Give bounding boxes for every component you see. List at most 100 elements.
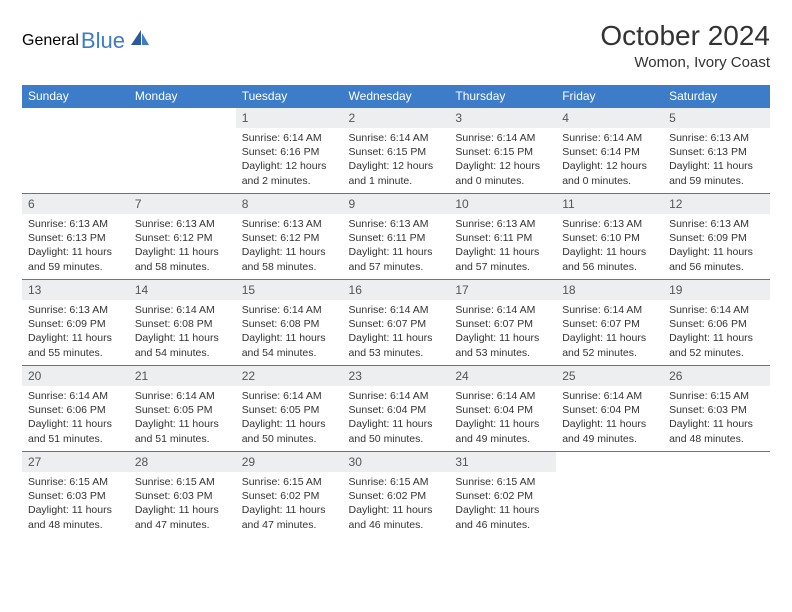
day-details: Sunrise: 6:14 AMSunset: 6:04 PMDaylight:… bbox=[343, 386, 450, 450]
calendar-body: 1Sunrise: 6:14 AMSunset: 6:16 PMDaylight… bbox=[22, 108, 770, 538]
day-details: Sunrise: 6:15 AMSunset: 6:03 PMDaylight:… bbox=[22, 472, 129, 536]
day-details: Sunrise: 6:13 AMSunset: 6:12 PMDaylight:… bbox=[129, 214, 236, 278]
calendar-day-cell: 5Sunrise: 6:13 AMSunset: 6:13 PMDaylight… bbox=[663, 108, 770, 194]
day-details: Sunrise: 6:14 AMSunset: 6:06 PMDaylight:… bbox=[663, 300, 770, 364]
calendar-row: 27Sunrise: 6:15 AMSunset: 6:03 PMDayligh… bbox=[22, 452, 770, 538]
day-details: Sunrise: 6:14 AMSunset: 6:07 PMDaylight:… bbox=[556, 300, 663, 364]
weekday-header: Monday bbox=[129, 85, 236, 108]
calendar-day-cell: 20Sunrise: 6:14 AMSunset: 6:06 PMDayligh… bbox=[22, 366, 129, 452]
day-details: Sunrise: 6:14 AMSunset: 6:04 PMDaylight:… bbox=[556, 386, 663, 450]
day-details: Sunrise: 6:13 AMSunset: 6:13 PMDaylight:… bbox=[663, 128, 770, 192]
day-details: Sunrise: 6:15 AMSunset: 6:02 PMDaylight:… bbox=[343, 472, 450, 536]
day-details: Sunrise: 6:15 AMSunset: 6:02 PMDaylight:… bbox=[449, 472, 556, 536]
page-header: GeneralBlue October 2024 Womon, Ivory Co… bbox=[22, 20, 770, 71]
calendar-day-cell: 26Sunrise: 6:15 AMSunset: 6:03 PMDayligh… bbox=[663, 366, 770, 452]
day-number: 31 bbox=[449, 452, 556, 472]
day-number: 6 bbox=[22, 194, 129, 214]
day-number: 26 bbox=[663, 366, 770, 386]
day-details: Sunrise: 6:14 AMSunset: 6:08 PMDaylight:… bbox=[236, 300, 343, 364]
calendar-day-cell: 25Sunrise: 6:14 AMSunset: 6:04 PMDayligh… bbox=[556, 366, 663, 452]
calendar-day-cell: 21Sunrise: 6:14 AMSunset: 6:05 PMDayligh… bbox=[129, 366, 236, 452]
sail-icon bbox=[129, 29, 151, 54]
day-number: 2 bbox=[343, 108, 450, 128]
day-details: Sunrise: 6:15 AMSunset: 6:03 PMDaylight:… bbox=[663, 386, 770, 450]
calendar-day-cell: 10Sunrise: 6:13 AMSunset: 6:11 PMDayligh… bbox=[449, 194, 556, 280]
title-block: October 2024 Womon, Ivory Coast bbox=[600, 20, 770, 71]
day-details: Sunrise: 6:14 AMSunset: 6:04 PMDaylight:… bbox=[449, 386, 556, 450]
day-number: 4 bbox=[556, 108, 663, 128]
day-details: Sunrise: 6:13 AMSunset: 6:11 PMDaylight:… bbox=[449, 214, 556, 278]
calendar-day-cell: 24Sunrise: 6:14 AMSunset: 6:04 PMDayligh… bbox=[449, 366, 556, 452]
calendar-day-cell: 23Sunrise: 6:14 AMSunset: 6:04 PMDayligh… bbox=[343, 366, 450, 452]
day-details: Sunrise: 6:14 AMSunset: 6:14 PMDaylight:… bbox=[556, 128, 663, 192]
weekday-header: Sunday bbox=[22, 85, 129, 108]
day-details: Sunrise: 6:15 AMSunset: 6:02 PMDaylight:… bbox=[236, 472, 343, 536]
calendar-day-cell: 11Sunrise: 6:13 AMSunset: 6:10 PMDayligh… bbox=[556, 194, 663, 280]
location-label: Womon, Ivory Coast bbox=[600, 54, 770, 71]
day-number: 30 bbox=[343, 452, 450, 472]
day-number: 12 bbox=[663, 194, 770, 214]
day-number: 20 bbox=[22, 366, 129, 386]
day-details: Sunrise: 6:13 AMSunset: 6:09 PMDaylight:… bbox=[663, 214, 770, 278]
weekday-header: Tuesday bbox=[236, 85, 343, 108]
calendar-table: SundayMondayTuesdayWednesdayThursdayFrid… bbox=[22, 85, 770, 538]
day-number: 5 bbox=[663, 108, 770, 128]
calendar-day-cell: 30Sunrise: 6:15 AMSunset: 6:02 PMDayligh… bbox=[343, 452, 450, 538]
calendar-row: 13Sunrise: 6:13 AMSunset: 6:09 PMDayligh… bbox=[22, 280, 770, 366]
calendar-row: 6Sunrise: 6:13 AMSunset: 6:13 PMDaylight… bbox=[22, 194, 770, 280]
calendar-day-cell: 17Sunrise: 6:14 AMSunset: 6:07 PMDayligh… bbox=[449, 280, 556, 366]
logo-text-blue: Blue bbox=[81, 28, 125, 54]
day-details: Sunrise: 6:14 AMSunset: 6:08 PMDaylight:… bbox=[129, 300, 236, 364]
calendar-day-cell: 22Sunrise: 6:14 AMSunset: 6:05 PMDayligh… bbox=[236, 366, 343, 452]
day-number: 15 bbox=[236, 280, 343, 300]
calendar-day-cell: 7Sunrise: 6:13 AMSunset: 6:12 PMDaylight… bbox=[129, 194, 236, 280]
day-details: Sunrise: 6:14 AMSunset: 6:16 PMDaylight:… bbox=[236, 128, 343, 192]
calendar-day-cell: 16Sunrise: 6:14 AMSunset: 6:07 PMDayligh… bbox=[343, 280, 450, 366]
calendar-day-cell: 29Sunrise: 6:15 AMSunset: 6:02 PMDayligh… bbox=[236, 452, 343, 538]
day-details: Sunrise: 6:15 AMSunset: 6:03 PMDaylight:… bbox=[129, 472, 236, 536]
logo-text-general: General bbox=[22, 32, 79, 50]
day-number: 23 bbox=[343, 366, 450, 386]
calendar-day-cell: 4Sunrise: 6:14 AMSunset: 6:14 PMDaylight… bbox=[556, 108, 663, 194]
month-title: October 2024 bbox=[600, 20, 770, 52]
calendar-day-cell: 2Sunrise: 6:14 AMSunset: 6:15 PMDaylight… bbox=[343, 108, 450, 194]
day-details: Sunrise: 6:14 AMSunset: 6:07 PMDaylight:… bbox=[449, 300, 556, 364]
day-details: Sunrise: 6:13 AMSunset: 6:09 PMDaylight:… bbox=[22, 300, 129, 364]
calendar-empty-cell bbox=[129, 108, 236, 194]
day-number: 3 bbox=[449, 108, 556, 128]
day-details: Sunrise: 6:13 AMSunset: 6:13 PMDaylight:… bbox=[22, 214, 129, 278]
day-number: 29 bbox=[236, 452, 343, 472]
day-number: 1 bbox=[236, 108, 343, 128]
calendar-header-row: SundayMondayTuesdayWednesdayThursdayFrid… bbox=[22, 85, 770, 108]
day-details: Sunrise: 6:14 AMSunset: 6:06 PMDaylight:… bbox=[22, 386, 129, 450]
day-details: Sunrise: 6:14 AMSunset: 6:15 PMDaylight:… bbox=[449, 128, 556, 192]
weekday-header: Friday bbox=[556, 85, 663, 108]
calendar-empty-cell bbox=[22, 108, 129, 194]
calendar-day-cell: 14Sunrise: 6:14 AMSunset: 6:08 PMDayligh… bbox=[129, 280, 236, 366]
day-number: 21 bbox=[129, 366, 236, 386]
calendar-day-cell: 13Sunrise: 6:13 AMSunset: 6:09 PMDayligh… bbox=[22, 280, 129, 366]
day-number: 13 bbox=[22, 280, 129, 300]
day-details: Sunrise: 6:13 AMSunset: 6:12 PMDaylight:… bbox=[236, 214, 343, 278]
day-number: 25 bbox=[556, 366, 663, 386]
day-number: 9 bbox=[343, 194, 450, 214]
calendar-day-cell: 3Sunrise: 6:14 AMSunset: 6:15 PMDaylight… bbox=[449, 108, 556, 194]
calendar-day-cell: 19Sunrise: 6:14 AMSunset: 6:06 PMDayligh… bbox=[663, 280, 770, 366]
day-number: 18 bbox=[556, 280, 663, 300]
calendar-empty-cell bbox=[556, 452, 663, 538]
calendar-row: 1Sunrise: 6:14 AMSunset: 6:16 PMDaylight… bbox=[22, 108, 770, 194]
calendar-day-cell: 12Sunrise: 6:13 AMSunset: 6:09 PMDayligh… bbox=[663, 194, 770, 280]
day-number: 8 bbox=[236, 194, 343, 214]
calendar-day-cell: 31Sunrise: 6:15 AMSunset: 6:02 PMDayligh… bbox=[449, 452, 556, 538]
day-number: 17 bbox=[449, 280, 556, 300]
day-number: 19 bbox=[663, 280, 770, 300]
day-number: 14 bbox=[129, 280, 236, 300]
calendar-day-cell: 28Sunrise: 6:15 AMSunset: 6:03 PMDayligh… bbox=[129, 452, 236, 538]
calendar-day-cell: 6Sunrise: 6:13 AMSunset: 6:13 PMDaylight… bbox=[22, 194, 129, 280]
calendar-day-cell: 27Sunrise: 6:15 AMSunset: 6:03 PMDayligh… bbox=[22, 452, 129, 538]
day-details: Sunrise: 6:14 AMSunset: 6:07 PMDaylight:… bbox=[343, 300, 450, 364]
day-number: 10 bbox=[449, 194, 556, 214]
calendar-day-cell: 9Sunrise: 6:13 AMSunset: 6:11 PMDaylight… bbox=[343, 194, 450, 280]
weekday-header: Wednesday bbox=[343, 85, 450, 108]
day-number: 7 bbox=[129, 194, 236, 214]
